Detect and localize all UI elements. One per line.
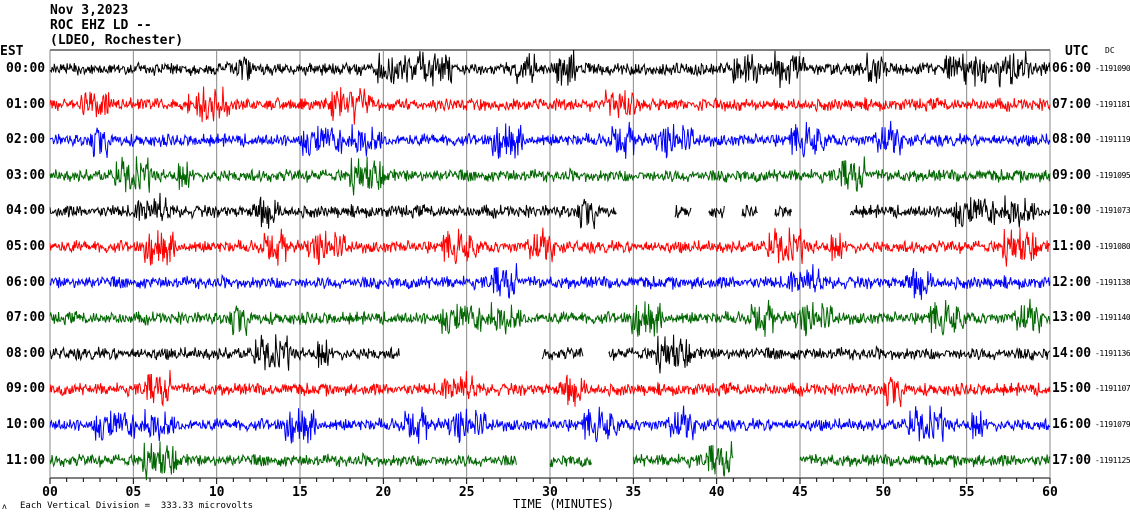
- x-axis-label: TIME (MINUTES): [513, 497, 615, 511]
- utc-label: 10:00: [1052, 203, 1092, 219]
- est-label: 07:00: [6, 310, 46, 326]
- utc-label: 07:00: [1052, 96, 1092, 112]
- trace-1000: [49, 405, 1051, 444]
- utc-label: 15:00: [1052, 381, 1092, 397]
- utc-label: 13:00: [1052, 310, 1092, 326]
- trace-0600: [49, 263, 1051, 300]
- dc-offset: -1191095: [1095, 170, 1130, 180]
- dc-label: DC: [1105, 46, 1115, 55]
- utc-label: 16:00: [1052, 417, 1092, 432]
- trace-0200: [49, 120, 1051, 159]
- x-tick-label: 00: [42, 485, 58, 500]
- utc-label: 11:00: [1052, 239, 1092, 254]
- trace-0100: [49, 86, 1051, 125]
- est-label: 08:00: [6, 345, 46, 361]
- est-label: 09:00: [6, 381, 46, 397]
- est-label: 05:00: [6, 239, 46, 254]
- x-tick-label: 15: [292, 485, 308, 500]
- chart-date: Nov 3,2023: [50, 3, 129, 18]
- dc-offset: -1191136: [1095, 348, 1130, 358]
- trace-0400: [49, 192, 1051, 230]
- trace-0300: [49, 156, 1051, 196]
- utc-label: 17:00: [1052, 452, 1092, 468]
- est-label: 11:00: [6, 452, 46, 468]
- dc-offset: -1191140: [1095, 313, 1130, 323]
- trace-0000: [49, 49, 1051, 89]
- x-tick-label: 45: [792, 485, 808, 500]
- est-label: 01:00: [6, 96, 46, 112]
- x-tick-label: 20: [376, 485, 392, 500]
- dc-offset: -1191079: [1095, 420, 1130, 429]
- x-tick-label: 50: [876, 485, 892, 500]
- trace-0500: [49, 227, 1051, 267]
- scale-text: Each Vertical Division = 333.33 microvol…: [20, 501, 253, 511]
- trace-0800: [49, 334, 1051, 374]
- est-axis-title: EST: [0, 44, 24, 59]
- est-label: 00:00: [6, 61, 46, 76]
- est-label: 03:00: [6, 167, 46, 183]
- dc-offset: -1191138: [1095, 277, 1130, 287]
- est-label: 10:00: [6, 417, 46, 432]
- dc-offset: -1191119: [1095, 135, 1130, 145]
- x-tick-label: 60: [1042, 485, 1058, 500]
- dc-offset: -1191181: [1095, 99, 1130, 109]
- utc-label: 14:00: [1052, 345, 1092, 361]
- utc-label: 06:00: [1052, 61, 1092, 76]
- est-label: 04:00: [6, 203, 46, 219]
- x-tick-label: 30: [542, 485, 558, 500]
- chart-station: ROC EHZ LD --: [50, 18, 152, 33]
- dc-offset: -1191107: [1095, 384, 1130, 394]
- dc-offset: -1191073: [1095, 206, 1130, 216]
- utc-axis-title: UTC: [1065, 44, 1089, 59]
- utc-label: 08:00: [1052, 132, 1092, 148]
- x-tick-label: 40: [709, 485, 725, 500]
- trace-0900: [49, 369, 1051, 408]
- utc-label: 12:00: [1052, 274, 1092, 290]
- footer-marker: ʌ: [2, 502, 7, 511]
- x-tick-label: 10: [209, 485, 225, 500]
- x-tick-label: 55: [959, 485, 975, 500]
- utc-label: 09:00: [1052, 167, 1092, 183]
- trace-1100: [49, 441, 1051, 481]
- x-tick-label: 35: [626, 485, 642, 500]
- trace-0700: [49, 298, 1051, 337]
- chart-network: (LDEO, Rochester): [50, 33, 184, 48]
- est-label: 02:00: [6, 132, 46, 148]
- x-tick-label: 25: [459, 485, 475, 500]
- x-tick-label: 05: [126, 485, 142, 500]
- est-label: 06:00: [6, 274, 46, 290]
- dc-offset: -1191080: [1095, 242, 1130, 251]
- dc-offset: -1191125: [1095, 455, 1130, 465]
- dc-offset: -1191090: [1095, 64, 1130, 73]
